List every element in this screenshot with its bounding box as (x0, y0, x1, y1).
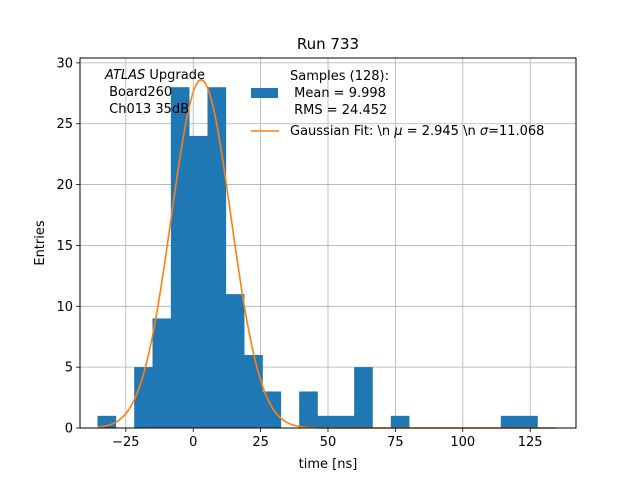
histogram-bar (519, 415, 538, 428)
x-tick-label: 75 (387, 435, 404, 450)
histogram-bar (500, 415, 520, 428)
x-tick-label: 25 (252, 435, 269, 450)
histogram-bar (317, 415, 337, 428)
histogram-bar (299, 391, 318, 428)
legend-fit-prefix: Gaussian Fit: \n (290, 124, 394, 139)
legend-fit-label: Gaussian Fit: \n μ = 2.945 \n σ=11.068 (290, 124, 544, 139)
histogram-bar (207, 87, 227, 429)
legend: Samples (128): Mean = 9.998 RMS = 24.452… (251, 69, 544, 139)
y-tick-label: 0 (65, 422, 73, 437)
legend-fit-sigma: σ (480, 124, 489, 139)
chart-title: Run 733 (297, 35, 359, 53)
channel-label: Ch013 35dB (105, 102, 189, 117)
y-tick-label: 20 (56, 178, 73, 193)
y-tick-label: 30 (56, 56, 73, 71)
histogram-bar (152, 318, 172, 428)
histogram-bar (134, 367, 153, 428)
x-tick-label: 100 (450, 435, 475, 450)
legend-fit-mid: = 2.945 \n (403, 124, 480, 139)
histogram-bar (390, 415, 410, 428)
histogram-bar (189, 135, 208, 429)
histogram-bar (244, 354, 263, 428)
legend-hist-line2: Mean = 9.998 (290, 86, 386, 101)
y-axis-ticks: 0 5 10 15 20 25 30 (56, 56, 80, 437)
y-axis-label: Entries (33, 220, 48, 266)
y-tick-label: 25 (56, 117, 73, 132)
legend-fit-suffix: =11.068 (488, 124, 544, 139)
x-tick-label: 50 (320, 435, 337, 450)
y-tick-label: 10 (56, 300, 73, 315)
histogram-bar (335, 415, 355, 428)
histogram-bars (97, 87, 538, 429)
atlas-label: ATLAS Upgrade (104, 68, 205, 83)
atlas-italic: ATLAS (104, 68, 145, 83)
legend-hist-line1: Samples (128): (290, 69, 389, 84)
y-tick-label: 5 (65, 361, 73, 376)
x-tick-label: 125 (518, 435, 543, 450)
histogram-bar (170, 87, 190, 429)
legend-fit-mu: μ (393, 124, 402, 139)
x-tick-label: −25 (112, 435, 139, 450)
x-tick-label: 0 (189, 435, 197, 450)
histogram-bar (225, 294, 245, 428)
y-tick-label: 15 (56, 239, 73, 254)
histogram-bar (262, 391, 282, 428)
board-label: Board260 (105, 85, 172, 100)
legend-hist-line3: RMS = 24.452 (290, 103, 387, 118)
legend-hist-swatch (251, 88, 278, 98)
histogram-bar (354, 367, 373, 428)
x-axis-ticks: −25 0 25 50 75 100 125 (112, 428, 543, 450)
x-axis-label: time [ns] (299, 457, 358, 472)
atlas-upgrade: Upgrade (145, 68, 205, 83)
